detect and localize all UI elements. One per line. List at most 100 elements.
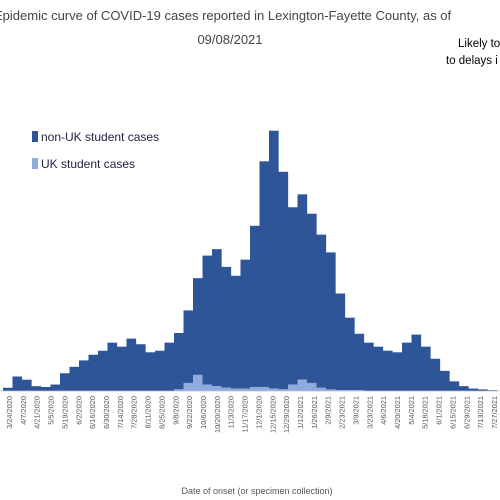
- bar-non-uk: [164, 342, 175, 391]
- bar-non-uk: [478, 389, 488, 391]
- bar-uk: [345, 390, 355, 391]
- chart-note-line-1: Likely to: [458, 38, 500, 50]
- bar-non-uk: [136, 344, 146, 391]
- x-tick-label: 3/24/2020: [5, 396, 14, 429]
- bar-non-uk: [3, 387, 13, 391]
- bar-non-uk: [145, 352, 156, 391]
- bar-non-uk: [12, 376, 23, 391]
- x-tick-label: 10/20/2020: [213, 396, 222, 433]
- bar-non-uk: [269, 130, 279, 389]
- x-tick-label: 6/30/2020: [102, 396, 111, 429]
- x-tick-label: 9/8/2020: [171, 396, 180, 425]
- bar-non-uk: [316, 234, 327, 388]
- bar-non-uk: [259, 161, 270, 387]
- bar-uk: [297, 379, 308, 391]
- x-tick-label: 9/22/2020: [185, 396, 194, 429]
- x-tick-label: 3/9/2021: [351, 396, 360, 425]
- x-tick-label: 5/4/2021: [407, 396, 416, 425]
- bar-non-uk: [335, 293, 346, 391]
- bar-non-uk: [88, 354, 99, 391]
- bar-non-uk: [41, 386, 51, 391]
- x-tick-label: 4/7/2020: [19, 396, 28, 425]
- bar-uk: [250, 386, 260, 391]
- bar-non-uk: [278, 171, 289, 390]
- bar-non-uk: [411, 334, 422, 391]
- bar-non-uk: [250, 225, 260, 387]
- bar-non-uk: [402, 342, 412, 391]
- bar-uk: [307, 382, 317, 391]
- x-tick-label: 8/11/2020: [144, 396, 153, 428]
- bar-non-uk: [174, 332, 184, 390]
- x-tick-label: 8/25/2020: [157, 396, 166, 429]
- x-tick-label: 7/27/2021: [490, 396, 499, 429]
- bar-uk: [174, 389, 184, 391]
- x-tick-label: 4/6/2021: [379, 396, 388, 425]
- bar-non-uk: [440, 370, 450, 391]
- x-tick-label: 12/1/2020: [254, 396, 263, 429]
- x-tick-label: 12/29/2020: [282, 396, 291, 433]
- x-tick-label: 6/16/2020: [88, 396, 97, 429]
- bar-non-uk: [69, 366, 80, 391]
- x-tick-label: 5/19/2020: [60, 396, 69, 429]
- x-tick-label: 5/5/2020: [47, 396, 56, 425]
- x-tick-labels: 3/24/2020 4/7/2020 4/21/2020 5/5/2020 5/19/2…: [5, 396, 499, 433]
- bar-non-uk: [297, 194, 308, 380]
- legend-swatch-non-uk: [32, 131, 38, 142]
- bar-non-uk: [117, 346, 127, 391]
- bar-uk: [316, 387, 327, 391]
- legend-swatch-uk: [32, 158, 38, 169]
- chart-title: Epidemic curve of COVID-19 cases reporte…: [0, 8, 452, 23]
- x-axis-title: Date of onset (or specimen collection): [181, 486, 332, 496]
- bar-non-uk: [240, 259, 251, 389]
- bar-non-uk: [326, 252, 336, 390]
- bar-non-uk: [307, 213, 317, 383]
- bar-non-uk: [107, 342, 118, 391]
- x-tick-label: 5/18/2021: [421, 396, 430, 429]
- x-tick-label: 2/9/2021: [324, 396, 333, 425]
- x-tick-label: 2/23/2021: [338, 396, 347, 429]
- bar-non-uk: [449, 381, 460, 391]
- chart-note-line-2: to delays i: [446, 55, 498, 67]
- bar-non-uk: [231, 275, 241, 389]
- x-tick-label: 6/2/2020: [74, 396, 83, 425]
- bar-non-uk: [392, 352, 403, 391]
- bar-non-uk: [468, 388, 479, 391]
- bar-uk: [183, 382, 194, 391]
- bar-non-uk: [126, 338, 137, 391]
- x-tick-label: 11/3/2020: [227, 396, 236, 428]
- bar-uk: [240, 388, 251, 391]
- x-tick-label: 7/13/2021: [476, 396, 485, 429]
- bar-non-uk: [22, 379, 32, 391]
- bar-non-uk: [31, 386, 42, 391]
- bar-uk: [202, 384, 213, 391]
- bar-uk: [269, 388, 279, 391]
- bar-uk: [278, 389, 289, 391]
- bar-uk: [193, 374, 203, 391]
- x-tick-label: 11/17/2020: [241, 396, 250, 432]
- bar-non-uk: [50, 384, 61, 391]
- bar-non-uk: [373, 346, 384, 391]
- x-tick-label: 4/21/2020: [33, 396, 42, 429]
- bar-non-uk: [459, 386, 469, 391]
- x-tick-label: 6/15/2021: [448, 396, 457, 429]
- x-tick-label: 3/23/2021: [365, 396, 374, 429]
- x-tick-label: 1/26/2021: [310, 396, 319, 429]
- bar-non-uk: [193, 278, 203, 375]
- bar-non-uk: [221, 266, 232, 388]
- bar-non-uk: [183, 310, 194, 383]
- bar-uk: [221, 387, 232, 391]
- bar-non-uk: [202, 255, 213, 385]
- bar-non-uk: [487, 390, 498, 391]
- x-tick-label: 7/28/2020: [130, 396, 139, 429]
- bar-uk: [231, 388, 241, 391]
- bar-non-uk: [212, 249, 222, 387]
- bar-uk: [335, 390, 346, 391]
- bar-uk: [354, 390, 365, 391]
- bar-non-uk: [79, 360, 89, 391]
- x-tick-label: 7/14/2020: [116, 396, 125, 429]
- bar-uk: [212, 386, 222, 391]
- bar-uk: [288, 384, 298, 391]
- x-tick-label: 12/15/2020: [268, 396, 277, 433]
- legend-label-uk: UK student cases: [41, 157, 135, 171]
